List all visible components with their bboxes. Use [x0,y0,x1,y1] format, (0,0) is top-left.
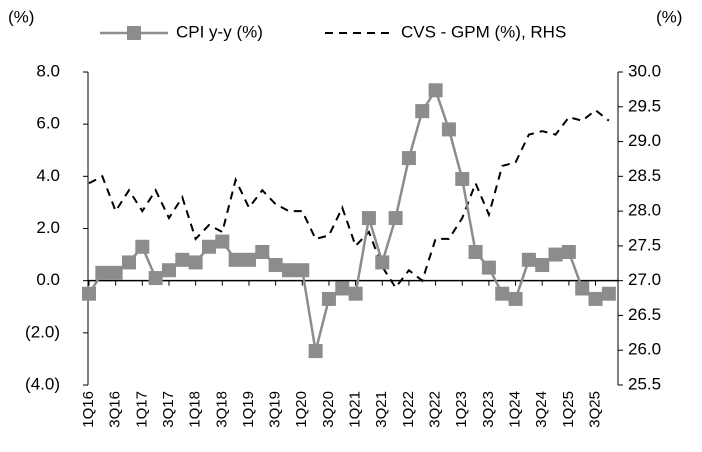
series-marker [95,265,110,280]
y2-tick-label: 30.0 [628,61,661,80]
series-marker [361,211,376,226]
series-marker [121,255,136,270]
series-marker [335,281,350,296]
series-marker [295,263,310,278]
x-tick-label: 3Q18 [213,391,230,428]
series-marker [388,211,403,226]
series-marker [255,244,270,259]
x-tick-label: 1Q18 [187,391,204,428]
x-tick-label: 3Q23 [480,391,497,428]
y2-tick-label: 28.0 [628,201,661,220]
series-marker [401,151,416,166]
series-marker [521,252,536,267]
y2-tick-label: 25.5 [628,374,661,393]
y2-tick-label: 28.5 [628,166,661,185]
series-marker [468,244,483,259]
series-marker [108,265,123,280]
series-marker [441,122,456,137]
x-tick-label: 3Q20 [320,391,337,428]
series-marker [241,252,256,267]
x-tick-label: 1Q24 [507,391,524,428]
y-tick-label: 0.0 [36,270,60,289]
x-tick-label: 3Q17 [160,391,177,428]
x-tick-label: 1Q22 [400,391,417,428]
series-line [87,87,610,352]
series-marker [135,239,150,254]
y2-tick-label: 27.0 [628,270,661,289]
series-marker [215,234,230,249]
x-tick-label: 1Q25 [560,391,577,428]
x-tick-label: 3Q25 [587,391,604,428]
series-marker [455,171,470,186]
y2-tick-label: 29.5 [628,96,661,115]
series-marker [82,286,96,301]
x-tick-label: 1Q16 [80,391,97,428]
y2-tick-label: 26.0 [628,340,661,359]
series-marker [228,252,243,267]
x-tick-label: 1Q20 [293,391,310,428]
series-marker [308,344,323,359]
series-marker [561,244,576,259]
series-marker [281,263,296,278]
y-tick-label: (4.0) [25,374,60,393]
series-marker [548,247,563,262]
y2-tick-label: 29.0 [628,131,661,150]
series-marker [201,239,216,254]
y-tick-label: 2.0 [36,218,60,237]
series-marker [375,255,390,270]
x-tick-label: 1Q17 [133,391,150,428]
series-marker [588,291,603,306]
series-marker [575,281,590,296]
series-marker [175,252,190,267]
series-marker [601,286,616,301]
series-line [88,108,610,290]
x-tick-label: 3Q21 [373,391,390,428]
y-tick-label: 4.0 [36,166,60,185]
x-tick-label: 3Q22 [427,391,444,428]
y-tick-label: 8.0 [36,61,60,80]
x-tick-label: 1Q21 [347,391,364,428]
series-marker [481,260,496,275]
y2-tick-label: 26.5 [628,305,661,324]
series-marker [321,291,336,306]
y-axis-label: (%) [8,7,34,26]
series-marker [348,286,363,301]
series-marker [508,291,523,306]
series-marker [535,258,550,273]
y2-axis-label: (%) [656,7,682,26]
series-marker [428,83,443,98]
y-tick-label: (2.0) [25,322,60,341]
series-marker [148,271,163,286]
legend-label: CPI y-y (%) [176,22,263,41]
series-marker [495,286,510,301]
series-marker [188,255,203,270]
legend-marker [127,26,141,40]
y2-tick-label: 27.5 [628,235,661,254]
series-marker [161,263,176,278]
y-tick-label: 6.0 [36,114,60,133]
x-tick-label: 1Q23 [453,391,470,428]
series-marker [415,104,430,119]
x-tick-label: 1Q19 [240,391,257,428]
legend-label: CVS - GPM (%), RHS [401,22,566,41]
x-tick-label: 3Q16 [107,391,124,428]
x-tick-label: 3Q19 [267,391,284,428]
x-tick-label: 3Q24 [533,391,550,428]
series-marker [268,258,283,273]
